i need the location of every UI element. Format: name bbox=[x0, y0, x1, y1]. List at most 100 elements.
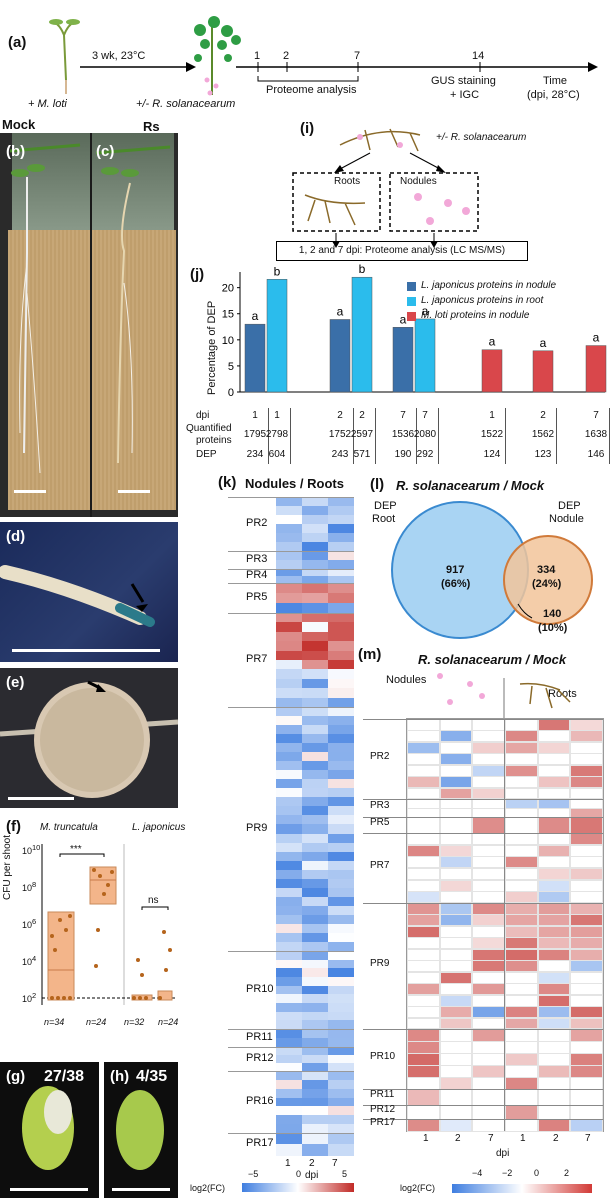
m-heatmap-cell bbox=[570, 868, 603, 881]
m-heatmap-cell bbox=[472, 764, 505, 777]
k-heatmap-cell bbox=[302, 878, 328, 889]
m-heatmap-cell bbox=[570, 776, 603, 789]
k-heatmap-cell bbox=[328, 788, 354, 798]
m-colorbar bbox=[452, 1184, 592, 1193]
k-group-divider bbox=[228, 613, 354, 614]
i-roots: Roots bbox=[334, 176, 361, 187]
scale-bar-b bbox=[14, 490, 46, 493]
m-heatmap-cell bbox=[407, 891, 440, 904]
m-group-label: PR17 bbox=[370, 1117, 396, 1128]
j-table-separator bbox=[290, 408, 291, 464]
m-heatmap-cell bbox=[537, 1017, 571, 1030]
k-heatmap-cell bbox=[302, 1097, 328, 1107]
m-heatmap-cell bbox=[439, 1006, 473, 1019]
m-heatmap-cell bbox=[570, 1119, 603, 1132]
m-heatmap-cell bbox=[505, 833, 538, 846]
j-bar bbox=[266, 279, 288, 393]
k-heatmap-cell bbox=[302, 1003, 328, 1013]
k-heatmap-cell bbox=[328, 959, 354, 969]
m-heatmap-cell bbox=[439, 1119, 473, 1132]
j-table-cell-quantified: 2080 bbox=[413, 429, 437, 440]
m-heatmap-cell bbox=[439, 891, 473, 904]
k-heatmap-cell bbox=[276, 725, 302, 735]
m-heatmap-cell bbox=[537, 983, 571, 996]
m-heatmap-cell bbox=[472, 903, 505, 915]
j-table-separator bbox=[268, 408, 269, 464]
m-heatmap-cell bbox=[439, 719, 473, 731]
k-heatmap-cell bbox=[276, 869, 302, 880]
m-heatmap-cell bbox=[439, 833, 473, 846]
j-bar-letter: a bbox=[252, 309, 259, 323]
k-heatmap-cell bbox=[276, 542, 302, 552]
f-n-2: n=24 bbox=[86, 1017, 107, 1027]
m-heatmap-cell bbox=[505, 868, 538, 881]
k-heatmap-cell bbox=[328, 697, 354, 708]
m-heatmap-cell bbox=[472, 879, 505, 892]
k-heatmap-cell bbox=[276, 959, 302, 969]
m-heatmap-cell bbox=[537, 1065, 571, 1078]
k-heatmap-cell bbox=[276, 560, 302, 570]
k-heatmap-cell bbox=[276, 569, 302, 577]
k-heatmap-cell bbox=[302, 977, 328, 987]
m-heatmap-cell bbox=[570, 1053, 603, 1066]
k-heatmap-cell bbox=[302, 860, 328, 871]
m-heatmap-cell bbox=[472, 1029, 505, 1042]
m-heatmap-cell bbox=[537, 817, 571, 834]
m-heatmap-cell bbox=[570, 948, 603, 961]
mloti-label: + M. loti bbox=[28, 98, 67, 110]
k-heatmap-cell bbox=[302, 1115, 328, 1125]
panel-label-c: (c) bbox=[96, 143, 115, 160]
k-heatmap-cell bbox=[276, 985, 302, 995]
k-heatmap-cell bbox=[302, 806, 328, 816]
k-heatmap-cell bbox=[328, 1063, 354, 1072]
m-group-divider bbox=[363, 817, 603, 818]
k-group-divider bbox=[228, 1047, 354, 1048]
m-heatmap-cell bbox=[505, 719, 538, 731]
m-heatmap-cell bbox=[472, 776, 505, 789]
m-legend-tick-1: −4 bbox=[472, 1168, 483, 1178]
m-heatmap-cell bbox=[439, 994, 473, 1007]
k-legend-tick-1: −5 bbox=[248, 1169, 259, 1179]
k-heatmap-cell bbox=[328, 887, 354, 898]
panel-label-k: (k) bbox=[218, 474, 237, 491]
m-heatmap-cell bbox=[472, 787, 505, 800]
j-table-cell-dpi: 2 bbox=[337, 410, 343, 421]
k-heatmap-cell bbox=[276, 824, 302, 834]
m-heatmap-cell bbox=[472, 1119, 505, 1132]
j-table-cell-dep: 243 bbox=[331, 449, 349, 460]
m-heatmap-cell bbox=[505, 994, 538, 1007]
k-group-label: PR7 bbox=[246, 653, 268, 665]
k-heatmap-cell bbox=[276, 887, 302, 898]
k-heatmap-cell bbox=[276, 951, 302, 961]
k-heatmap-cell bbox=[302, 613, 328, 623]
f-ytick-1: 1010 bbox=[22, 843, 41, 856]
k-heatmap-cell bbox=[302, 1144, 328, 1156]
m-heatmap-cell bbox=[472, 753, 505, 766]
m-heatmap-cell bbox=[505, 741, 538, 754]
m-heatmap-cell bbox=[472, 844, 505, 857]
cfu-plot bbox=[41, 844, 176, 1005]
k-title: Nodules / Roots bbox=[245, 476, 344, 491]
j-table-cell-quantified: 1522 bbox=[480, 429, 504, 440]
m-heatmap-cell bbox=[570, 971, 603, 984]
k-heatmap-cell bbox=[328, 1029, 354, 1039]
k-group-divider bbox=[228, 951, 354, 952]
m-heatmap-cell bbox=[439, 1053, 473, 1066]
k-heatmap-cell bbox=[302, 779, 328, 789]
k-heatmap-cell bbox=[276, 833, 302, 844]
m-heatmap-cell bbox=[505, 1105, 538, 1120]
k-heatmap-cell bbox=[328, 576, 354, 584]
m-group-divider bbox=[363, 903, 603, 904]
k-heatmap-cell bbox=[328, 968, 354, 978]
m-heatmap-cell bbox=[472, 730, 505, 743]
k-legend-tick-3: 5 bbox=[342, 1169, 348, 1179]
m-heatmap-cell bbox=[505, 879, 538, 892]
m-heatmap-cell bbox=[570, 730, 603, 743]
j-bar bbox=[585, 345, 607, 393]
m-heatmap-cell bbox=[439, 741, 473, 754]
k-group-label: PR12 bbox=[246, 1052, 274, 1064]
mock-header: Mock bbox=[2, 117, 36, 132]
panel-label-j: (j) bbox=[190, 266, 205, 283]
k-heatmap-cell bbox=[328, 833, 354, 844]
k-heatmap-cell bbox=[328, 824, 354, 834]
